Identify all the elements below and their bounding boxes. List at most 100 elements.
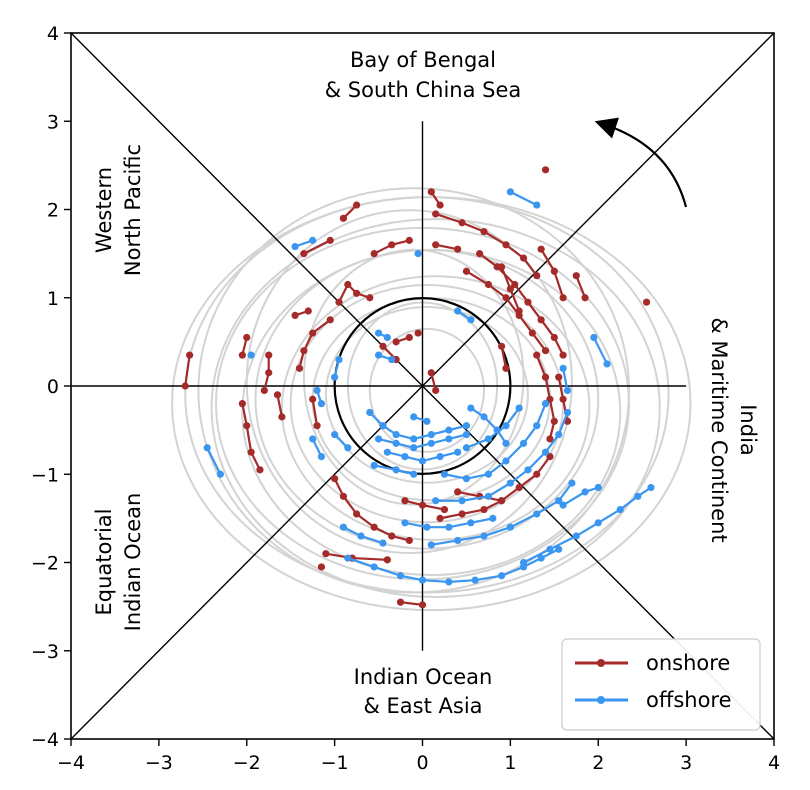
- offshore-point: [559, 501, 567, 509]
- onshore-point: [454, 488, 462, 496]
- onshore-point: [497, 263, 506, 271]
- offshore-point: [467, 316, 475, 324]
- onshore-point: [313, 422, 321, 430]
- onshore-segment: [276, 394, 283, 418]
- x-tick-label: −1: [321, 752, 349, 774]
- onshore-point: [533, 470, 541, 478]
- onshore-point: [546, 435, 554, 443]
- onshore-point: [388, 241, 396, 249]
- onshore-segment: [241, 403, 261, 471]
- offshore-point: [462, 475, 471, 483]
- onshore-point: [436, 201, 444, 209]
- offshore-point: [537, 554, 545, 562]
- onshore-point: [265, 351, 273, 359]
- background-trajectory: [368, 327, 486, 453]
- offshore-point: [546, 545, 554, 553]
- onshore-point: [309, 329, 317, 337]
- offshore-point: [502, 439, 510, 447]
- onshore-segment: [500, 346, 508, 369]
- onshore-point: [418, 601, 427, 609]
- onshore-segment: [325, 552, 388, 561]
- onshore-point: [458, 219, 466, 227]
- onshore-point: [370, 250, 378, 258]
- offshore-point: [445, 523, 453, 531]
- y-tick-label: −4: [31, 729, 59, 751]
- offshore-point: [374, 435, 383, 443]
- offshore-point: [563, 386, 572, 395]
- onshore-point: [541, 347, 550, 355]
- offshore-point: [572, 532, 580, 540]
- x-tick-label: 0: [416, 752, 428, 774]
- onshore-point: [278, 413, 286, 421]
- offshore-point: [590, 333, 598, 342]
- onshore-point: [550, 333, 558, 342]
- offshore-point: [462, 422, 471, 430]
- offshore-point: [423, 523, 431, 531]
- offshore-point: [379, 539, 387, 547]
- onshore-point: [366, 294, 374, 302]
- onshore-point: [436, 514, 444, 522]
- offshore-point: [555, 430, 563, 439]
- offshore-point: [616, 505, 624, 514]
- onshore-point: [322, 550, 330, 558]
- background-trajectory: [324, 305, 529, 484]
- offshore-point: [388, 355, 396, 364]
- offshore-point: [401, 453, 409, 461]
- onshore-point: [352, 201, 361, 209]
- onshore-point: [295, 364, 304, 372]
- offshore-point: [454, 536, 462, 545]
- onshore-point: [440, 505, 449, 514]
- offshore-point: [370, 461, 378, 470]
- offshore-point: [432, 497, 440, 505]
- offshore-point: [568, 479, 576, 487]
- offshore-point: [344, 554, 352, 562]
- onshore-segment: [400, 601, 423, 606]
- onshore-segment: [338, 282, 371, 303]
- region-label-left-upper: Western North Pacific: [92, 144, 145, 276]
- offshore-point: [427, 439, 435, 447]
- offshore-point: [524, 466, 532, 474]
- legend: onshore offshore: [561, 638, 761, 731]
- legend-offshore-label: offshore: [646, 688, 732, 712]
- offshore-point: [484, 435, 493, 443]
- onshore-point: [533, 351, 541, 359]
- y-tick-label: 2: [47, 200, 59, 222]
- offshore-point: [317, 400, 326, 408]
- offshore-point: [401, 519, 409, 527]
- onshore-point: [300, 250, 308, 258]
- offshore-point: [418, 457, 427, 465]
- x-tick-label: 1: [504, 752, 516, 774]
- y-tick-label: 1: [47, 288, 59, 310]
- onshore-point: [572, 272, 580, 280]
- offshore-point: [555, 497, 563, 505]
- offshore-point: [396, 572, 405, 580]
- onshore-point: [427, 369, 435, 377]
- onshore-point: [546, 453, 554, 461]
- offshore-point: [541, 400, 550, 408]
- region-label-right-line2: & Maritime Continent: [707, 317, 731, 542]
- region-label-bottom-line1: Indian Ocean: [354, 665, 493, 689]
- onshore-point: [392, 338, 400, 346]
- offshore-point: [427, 430, 435, 439]
- offshore-point: [203, 444, 211, 452]
- offshore-point: [309, 435, 317, 443]
- offshore-point: [445, 435, 453, 443]
- offshore-point: [423, 417, 431, 425]
- background-trajectory: [197, 187, 631, 594]
- offshore-point: [247, 351, 255, 359]
- offshore-point: [559, 364, 567, 372]
- onshore-point: [273, 391, 282, 399]
- y-tick-label: 3: [47, 111, 59, 133]
- onshore-point: [243, 422, 251, 430]
- offshore-segment: [347, 548, 560, 584]
- x-tick-label: −2: [233, 752, 261, 774]
- onshore-point: [559, 351, 567, 359]
- region-label-left-lower: Equatorial Indian Ocean: [92, 493, 145, 632]
- offshore-point: [533, 422, 541, 430]
- offshore-point: [563, 408, 572, 417]
- offshore-point: [216, 470, 224, 478]
- onshore-point: [533, 272, 541, 280]
- offshore-point: [445, 578, 453, 586]
- onshore-point: [379, 342, 387, 350]
- onshore-point: [546, 395, 554, 403]
